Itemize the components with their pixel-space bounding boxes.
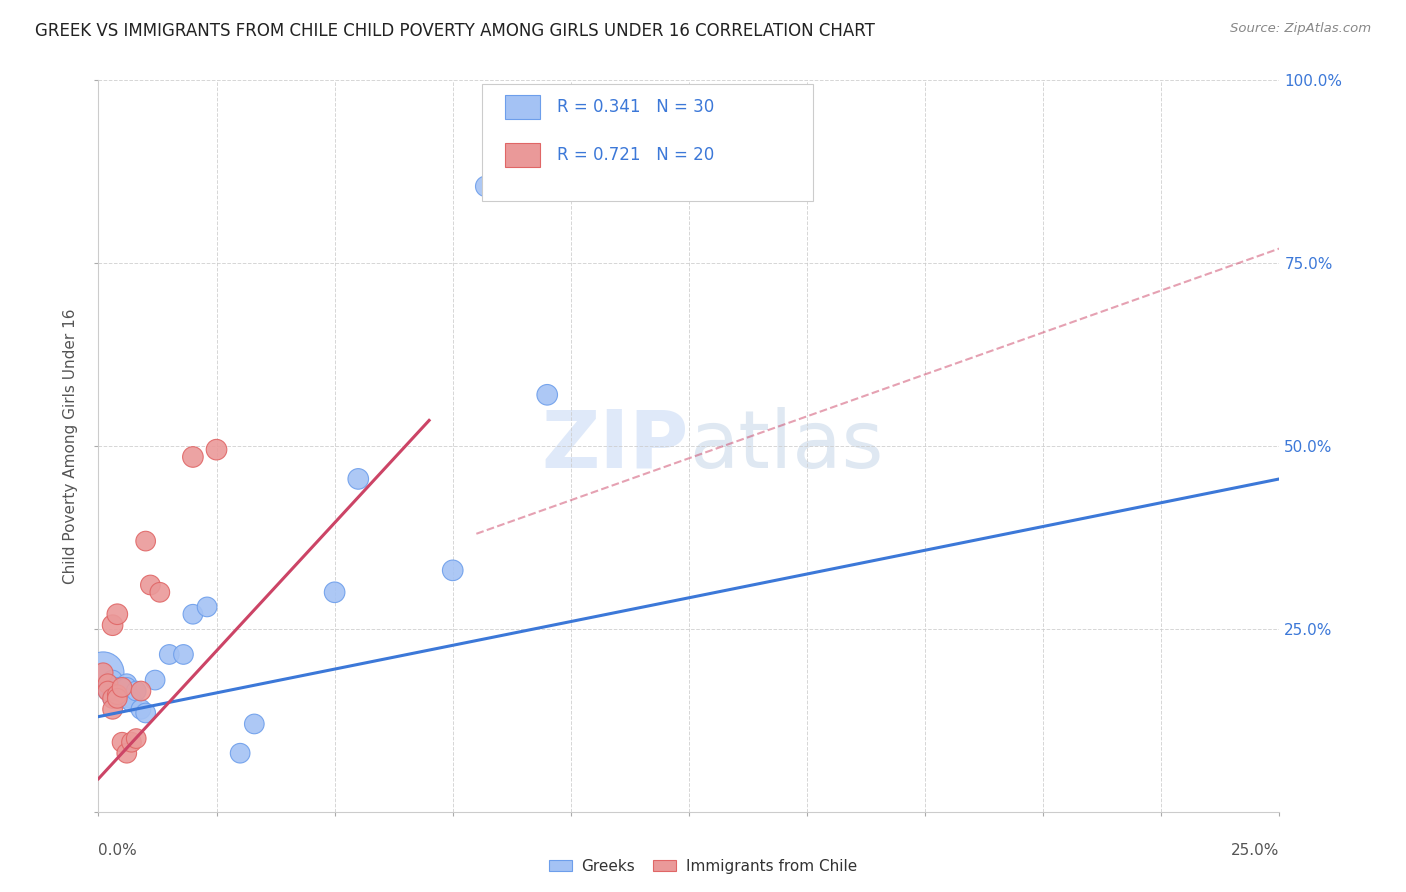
Point xyxy=(441,563,464,577)
Point xyxy=(229,746,252,760)
Point xyxy=(105,607,128,622)
Point xyxy=(181,607,204,622)
Point xyxy=(475,179,498,194)
Point xyxy=(105,688,128,702)
Point xyxy=(347,472,370,486)
Point xyxy=(181,450,204,464)
Text: R = 0.341   N = 30: R = 0.341 N = 30 xyxy=(557,98,714,116)
Point xyxy=(125,684,148,698)
FancyBboxPatch shape xyxy=(505,95,540,119)
Point xyxy=(121,691,143,706)
Point xyxy=(101,618,124,632)
Point xyxy=(323,585,346,599)
Point xyxy=(101,673,124,687)
Text: GREEK VS IMMIGRANTS FROM CHILE CHILD POVERTY AMONG GIRLS UNDER 16 CORRELATION CH: GREEK VS IMMIGRANTS FROM CHILE CHILD POV… xyxy=(35,22,875,40)
Point xyxy=(101,702,124,716)
Point xyxy=(143,673,166,687)
Point xyxy=(157,648,180,662)
Point xyxy=(172,648,194,662)
Text: atlas: atlas xyxy=(689,407,883,485)
Text: 25.0%: 25.0% xyxy=(1232,843,1279,858)
Point xyxy=(105,681,128,695)
Point xyxy=(205,442,228,457)
Point xyxy=(111,691,134,706)
Point xyxy=(105,688,128,702)
Point xyxy=(135,706,157,720)
Point xyxy=(97,676,120,690)
Point xyxy=(91,665,114,680)
FancyBboxPatch shape xyxy=(482,84,813,201)
Y-axis label: Child Poverty Among Girls Under 16: Child Poverty Among Girls Under 16 xyxy=(63,309,79,583)
Legend: Greeks, Immigrants from Chile: Greeks, Immigrants from Chile xyxy=(543,853,863,880)
Point xyxy=(129,702,152,716)
Text: Source: ZipAtlas.com: Source: ZipAtlas.com xyxy=(1230,22,1371,36)
Point xyxy=(97,681,120,695)
Point xyxy=(111,684,134,698)
Text: 0.0%: 0.0% xyxy=(98,843,138,858)
Point xyxy=(129,684,152,698)
Point xyxy=(243,717,266,731)
Point xyxy=(97,684,120,698)
Point xyxy=(121,695,143,709)
Point xyxy=(111,681,134,695)
Point xyxy=(536,388,558,402)
Point xyxy=(101,691,124,706)
Point xyxy=(115,746,138,760)
Point xyxy=(149,585,172,599)
Point xyxy=(139,578,162,592)
Point xyxy=(115,676,138,690)
Point xyxy=(125,731,148,746)
Point xyxy=(91,665,114,680)
Point xyxy=(101,691,124,706)
Point xyxy=(97,676,120,690)
Point xyxy=(121,735,143,749)
Point xyxy=(135,534,157,549)
Point xyxy=(105,691,128,706)
Point xyxy=(101,688,124,702)
Point xyxy=(115,681,138,695)
Text: R = 0.721   N = 20: R = 0.721 N = 20 xyxy=(557,146,714,164)
FancyBboxPatch shape xyxy=(505,144,540,168)
Point xyxy=(195,599,218,614)
Point xyxy=(111,735,134,749)
Point xyxy=(97,684,120,698)
Text: ZIP: ZIP xyxy=(541,407,689,485)
